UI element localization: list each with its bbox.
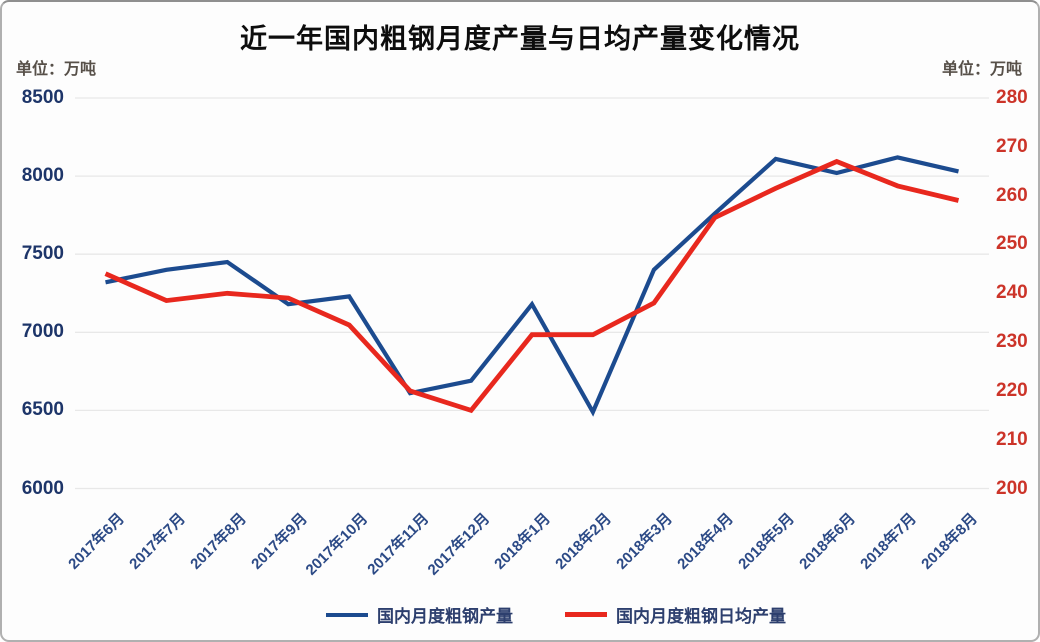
right-axis-tick-280: 280 — [996, 87, 1028, 108]
right-axis-tick-270: 270 — [996, 135, 1028, 157]
left-axis-unit-label: 单位：万吨 — [16, 61, 97, 78]
left-axis-tick-7500: 7500 — [21, 243, 64, 265]
left-axis-tick-7000: 7000 — [21, 321, 64, 343]
legend: 国内月度粗钢产量 国内月度粗钢日均产量 — [38, 602, 1038, 627]
right-axis-unit-label: 单位：万吨 — [941, 61, 1022, 78]
legend-item-monthly-output: 国内月度粗钢产量 — [326, 602, 513, 627]
blue-line-swatch-icon — [326, 612, 368, 617]
monthly-output-line — [105, 155, 959, 417]
chart-title: 近一年国内粗钢月度产量与日均产量变化情况 — [240, 24, 800, 54]
red-line-swatch-icon — [565, 612, 607, 617]
right-axis-tick-240: 240 — [996, 282, 1028, 304]
right-axis-tick-250: 250 — [996, 233, 1028, 255]
right-axis-tick-220: 220 — [996, 379, 1028, 401]
legend-label-monthly-output: 国内月度粗钢产量 — [377, 607, 513, 626]
right-axis-tick-210: 210 — [996, 428, 1028, 450]
legend-label-daily-output: 国内月度粗钢日均产量 — [616, 607, 786, 626]
left-axis-tick-6000: 6000 — [21, 477, 64, 499]
legend-item-daily-output: 国内月度粗钢日均产量 — [565, 602, 786, 627]
right-axis-tick-200: 200 — [996, 477, 1028, 499]
right-axis-tick-230: 230 — [996, 331, 1028, 353]
daily-average-line — [104, 158, 960, 414]
left-axis-tick-6500: 6500 — [21, 399, 64, 421]
right-axis-tick-260: 260 — [996, 184, 1028, 206]
left-axis-tick-8500: 8500 — [21, 87, 64, 108]
left-axis-tick-8000: 8000 — [21, 165, 64, 187]
